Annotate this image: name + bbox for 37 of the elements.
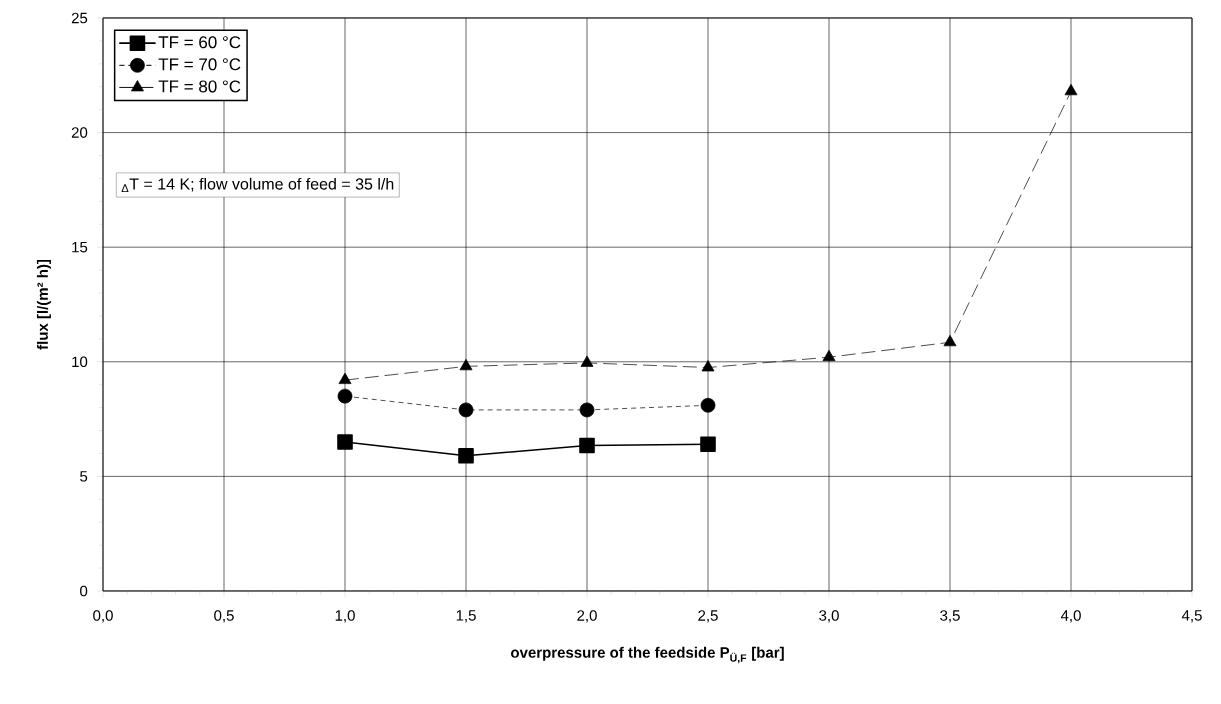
point <box>337 434 353 450</box>
point <box>459 359 473 371</box>
y-tick-label: 15 <box>72 241 88 253</box>
point <box>458 402 474 418</box>
point <box>1064 83 1078 96</box>
y-tick-label: 25 <box>71 12 88 24</box>
point <box>700 436 716 453</box>
x-tick-label: 4,0 <box>1060 610 1081 623</box>
x-tick-label: 3,5 <box>940 610 960 623</box>
point <box>458 447 474 464</box>
point <box>701 360 715 372</box>
point <box>822 349 836 362</box>
y-axis-title: flux [l/(m² h)] <box>36 259 51 350</box>
x-tick-label: 2,5 <box>698 610 718 623</box>
x-tick-label: 1,0 <box>335 610 355 623</box>
point <box>943 334 957 347</box>
legend-label: TF = 80 °C <box>158 80 241 93</box>
legend-label: TF = 60 °C <box>158 36 241 49</box>
point <box>579 437 595 454</box>
x-tick-label: 0,0 <box>93 610 113 623</box>
y-tick-label: 20 <box>71 127 88 138</box>
x-tick-label: 0,5 <box>214 610 234 623</box>
legend-label: TF = 70 °C <box>158 58 241 71</box>
x-tick-label: 3,0 <box>819 610 839 623</box>
point <box>579 402 595 418</box>
y-tick-label: 10 <box>72 356 88 368</box>
x-tick-label: 2,0 <box>577 610 597 623</box>
annotation: $_{Δ}$T = 14 K; flow volume of feed = 35 l/h <box>121 177 394 193</box>
x-tick-label: 1,5 <box>456 610 476 623</box>
y-tick-label: 0 <box>80 585 88 597</box>
x-tick-label: 4,5 <box>1181 610 1202 623</box>
point <box>337 388 353 404</box>
x-axis-title: overpressure of the feedside P$_{Ü,F}$ [bar] <box>511 646 784 664</box>
point <box>580 355 594 367</box>
point <box>700 397 716 413</box>
point <box>338 372 352 384</box>
y-tick-label: 5 <box>80 471 88 482</box>
